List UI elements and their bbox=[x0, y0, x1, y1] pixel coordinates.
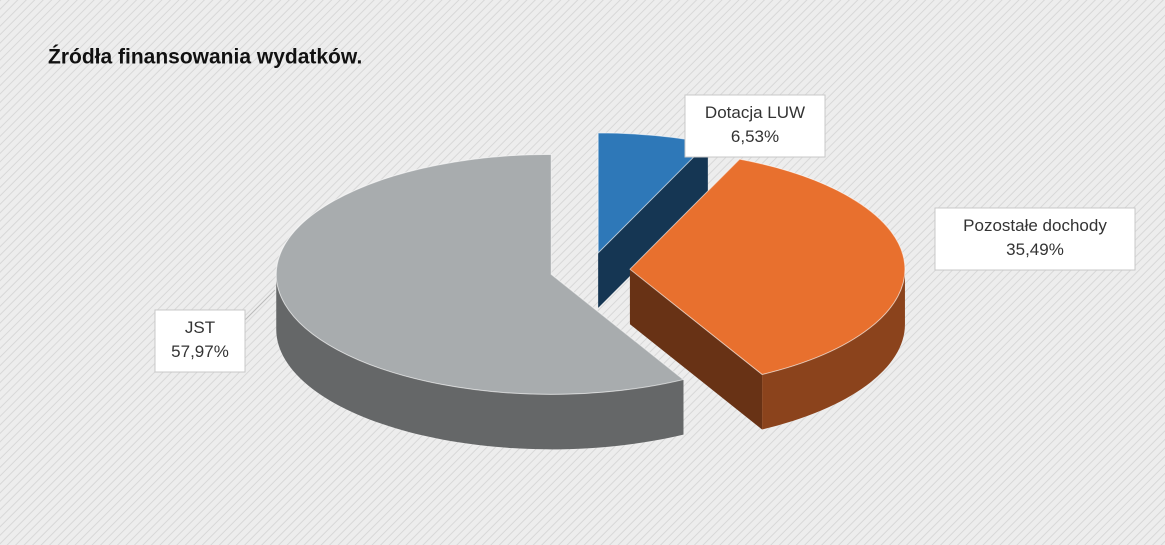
chart-title: Źródła finansowania wydatków. bbox=[48, 46, 362, 69]
data-label: JST 57,97% bbox=[171, 318, 229, 361]
label-box bbox=[934, 207, 1136, 271]
labels: Dotacja LUW 6,53% Pozostałe dochody 35,49% J… bbox=[154, 94, 1136, 373]
pie bbox=[275, 132, 906, 450]
value-label: 35,49% bbox=[1006, 240, 1064, 259]
slice-top bbox=[629, 158, 906, 375]
leader-line bbox=[244, 289, 276, 321]
label-box bbox=[684, 94, 826, 158]
slice-wall bbox=[629, 269, 763, 430]
label-box bbox=[154, 309, 246, 373]
slice-side bbox=[762, 269, 905, 430]
value-label: 57,97% bbox=[171, 342, 229, 361]
slice-wall bbox=[598, 142, 708, 308]
category-name: Pozostałe dochody bbox=[963, 216, 1107, 235]
slice bbox=[275, 153, 685, 450]
data-label: Dotacja LUW 6,53% bbox=[705, 103, 805, 146]
category-name: JST bbox=[185, 318, 215, 337]
slice-side bbox=[276, 274, 684, 450]
category-name: Dotacja LUW bbox=[705, 103, 805, 122]
slice-top bbox=[275, 153, 685, 395]
slice bbox=[629, 158, 906, 430]
value-label: 6,53% bbox=[731, 127, 779, 146]
data-label: Pozostałe dochody 35,49% bbox=[963, 216, 1107, 259]
